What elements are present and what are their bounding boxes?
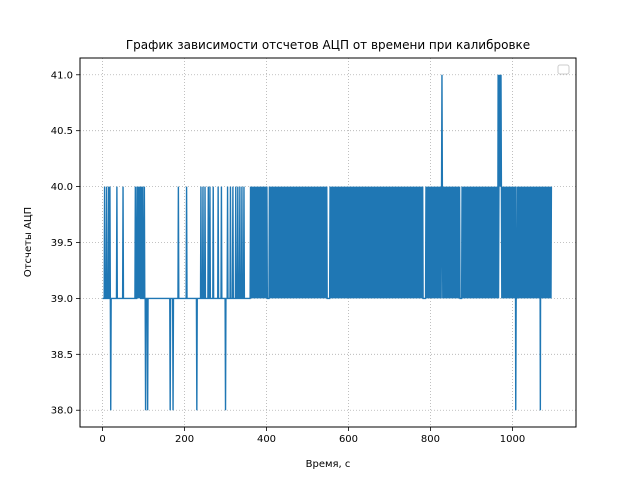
axis-ticks: 0 200 400 600 800 1000 38.0 38.5 39.0 39.5 40.0 40.…: [51, 70, 525, 445]
x-tick-label: 200: [175, 434, 194, 445]
y-tick-label: 40.5: [51, 126, 73, 137]
x-tick-label: 600: [339, 434, 358, 445]
y-tick-label: 39.0: [51, 294, 73, 305]
plot-frame: [79, 57, 577, 428]
x-tick-label: 0: [99, 434, 105, 445]
y-tick-label: 39.5: [51, 238, 73, 249]
series-area: [102, 74, 553, 411]
y-tick-label: 40.0: [51, 182, 73, 193]
chart-title: График зависимости отсчетов АЦП от време…: [126, 38, 530, 52]
x-tick-label: 800: [421, 434, 440, 445]
y-tick-label: 38.0: [51, 406, 73, 417]
series-line: [102, 74, 553, 411]
y-tick-label: 38.5: [51, 350, 73, 361]
legend-box: [557, 64, 570, 75]
y-axis-label: Отсчеты АЦП: [23, 207, 34, 277]
x-tick-label: 1000: [500, 434, 525, 445]
x-tick-label: 400: [257, 434, 276, 445]
y-tick-label: 41.0: [51, 70, 73, 81]
x-axis-label: Время, с: [306, 459, 351, 470]
